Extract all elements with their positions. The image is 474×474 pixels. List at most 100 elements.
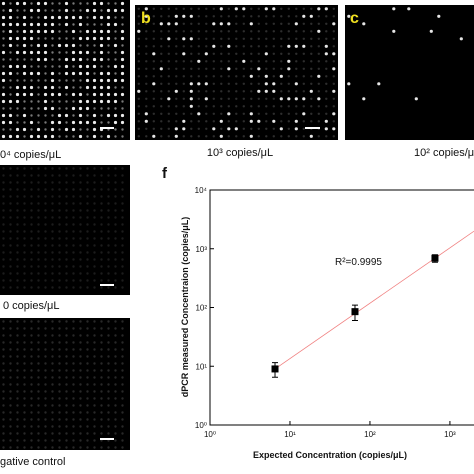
spot [37, 341, 40, 344]
spot [114, 348, 117, 351]
spot [37, 411, 40, 414]
spot [72, 286, 75, 289]
spot [100, 279, 103, 282]
spot [72, 362, 75, 365]
spot [86, 181, 89, 184]
spot [78, 120, 83, 125]
spot [22, 64, 27, 69]
image-panel-a [0, 0, 130, 140]
spot [9, 237, 12, 240]
spot [242, 7, 246, 11]
spot [30, 2, 33, 5]
spot [86, 223, 89, 226]
spot [65, 79, 68, 82]
spot [15, 50, 20, 55]
spot [85, 36, 90, 41]
image-panel-c [345, 5, 474, 140]
spot [79, 279, 82, 282]
spot [65, 216, 68, 219]
spot [37, 167, 40, 170]
spot [23, 272, 26, 275]
spot [302, 105, 305, 108]
spot [79, 2, 82, 5]
spot [99, 43, 104, 48]
spot [29, 8, 34, 13]
spot [93, 404, 96, 407]
spot [36, 1, 41, 6]
spot [36, 57, 41, 62]
spot [114, 2, 117, 5]
spot [121, 251, 124, 254]
spot [205, 105, 208, 108]
spot [92, 120, 97, 125]
spot [250, 67, 253, 71]
spot [65, 327, 68, 330]
spot [79, 272, 82, 275]
spot [79, 362, 82, 365]
annotation: R²=0.9995 [335, 257, 382, 268]
spot [79, 320, 82, 323]
spot [144, 119, 148, 123]
spot [227, 37, 230, 40]
spot [2, 341, 5, 344]
spot [287, 59, 291, 63]
spot [79, 369, 82, 372]
spot [22, 1, 27, 6]
spot [44, 376, 47, 379]
spot [2, 355, 5, 358]
spot [2, 209, 5, 212]
spot [37, 86, 40, 89]
spot [190, 7, 193, 10]
x-tick-label: 10³ [444, 430, 456, 439]
spot [2, 58, 5, 61]
spot [57, 43, 62, 48]
spot [272, 15, 275, 18]
spot [174, 22, 178, 26]
spot [22, 50, 27, 55]
spot [310, 82, 313, 86]
spot [114, 195, 117, 198]
spot [72, 418, 75, 421]
spot [57, 113, 62, 118]
spot [257, 112, 260, 116]
spot [107, 51, 110, 54]
spot [92, 127, 97, 132]
spot [37, 16, 40, 19]
spot [212, 75, 215, 78]
spot [58, 446, 61, 449]
spot [51, 432, 54, 435]
spot [114, 286, 117, 289]
spot [1, 120, 6, 125]
spot [72, 216, 75, 219]
spot [234, 127, 238, 131]
spot [9, 411, 12, 414]
spot [72, 237, 75, 240]
spot [65, 411, 68, 414]
spot [16, 265, 19, 268]
spot [317, 22, 320, 25]
spot [325, 97, 328, 101]
spot [16, 114, 19, 117]
spot [287, 120, 290, 123]
spot [93, 174, 96, 177]
spot [264, 52, 268, 56]
spot [30, 44, 33, 47]
spot [212, 7, 215, 10]
spot [190, 22, 193, 25]
spot [220, 105, 223, 108]
spot [72, 432, 75, 435]
spot [37, 121, 40, 124]
spot [272, 60, 275, 63]
spot [220, 60, 223, 63]
spot [295, 30, 298, 33]
spot [58, 390, 61, 393]
spot [78, 99, 83, 104]
spot [152, 52, 156, 56]
spot [86, 362, 89, 365]
spot [15, 64, 20, 69]
spot [294, 97, 298, 101]
spot [51, 223, 54, 226]
spot [1, 71, 6, 76]
spot [137, 127, 140, 130]
spot [30, 425, 33, 428]
